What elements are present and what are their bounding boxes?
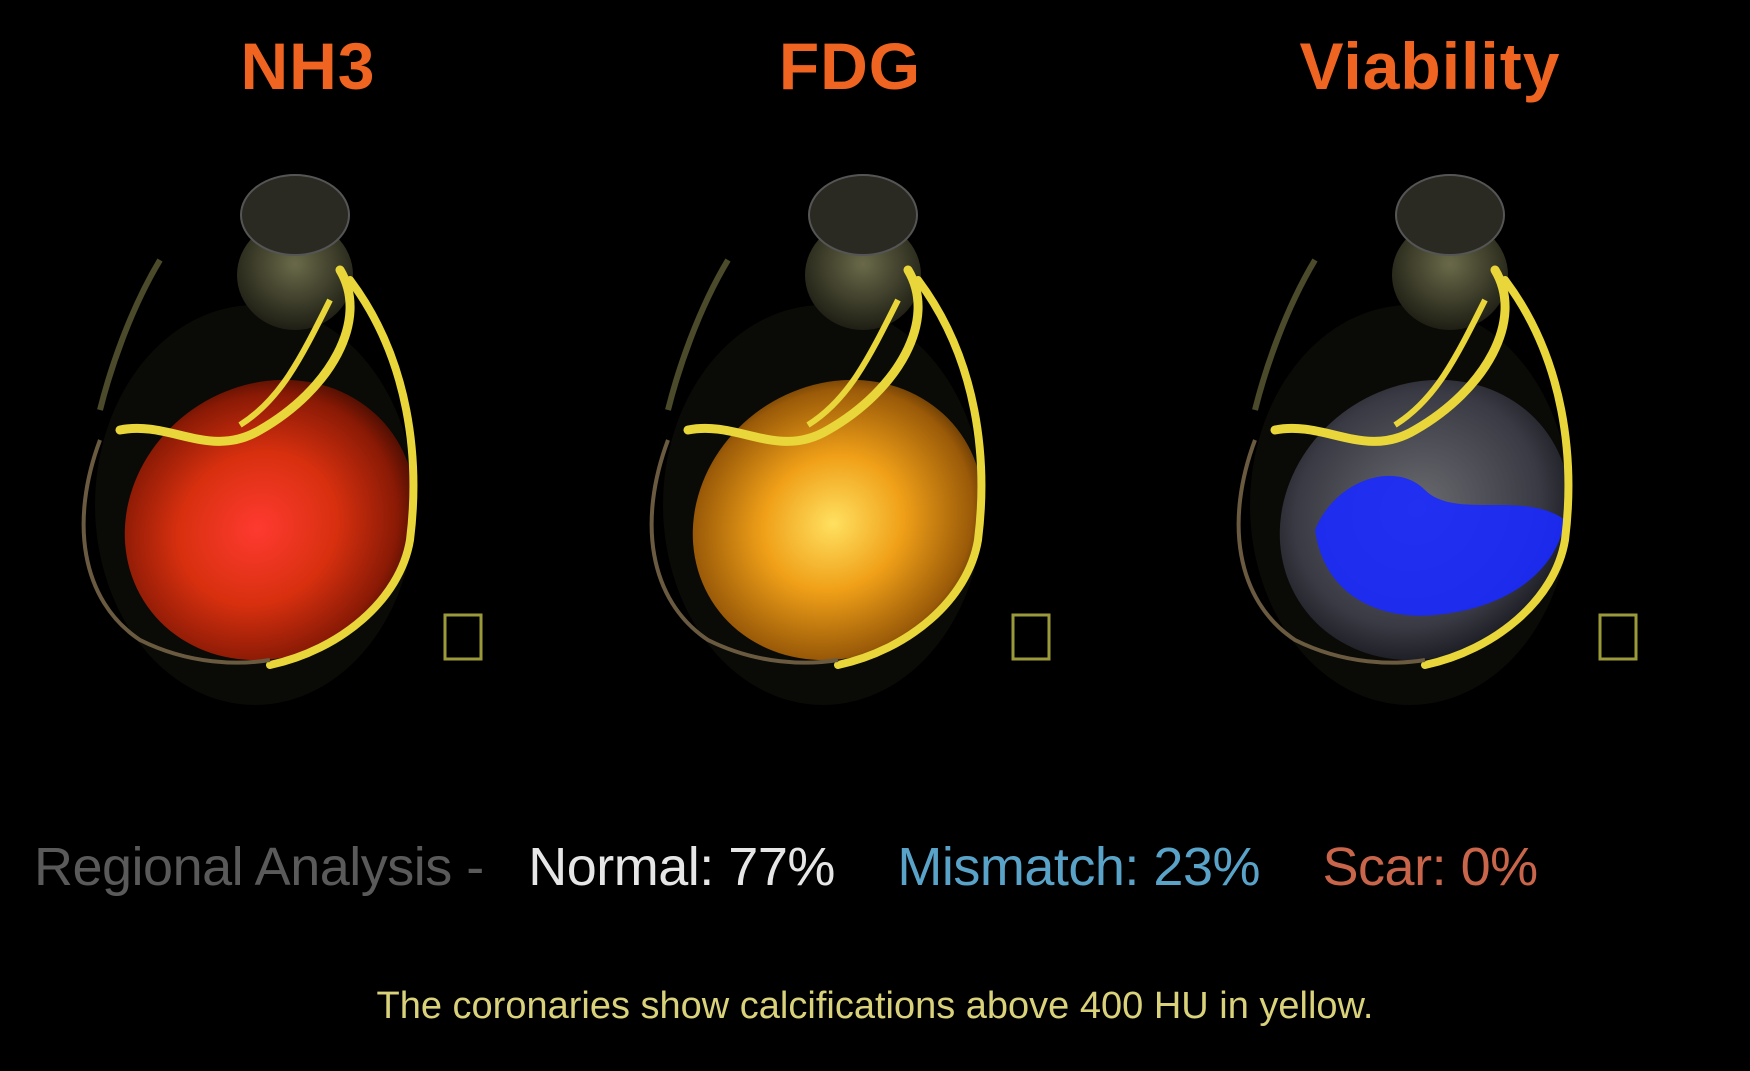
orientation-cube-icon [443,613,483,661]
regional-analysis-label: Regional Analysis - [34,837,484,897]
scar-percentage: Scar: 0% [1322,837,1539,897]
viability-title: Viability [1299,29,1561,103]
normal-percentage: Normal: 77% [528,837,835,897]
orientation-cube-icon [1011,613,1051,661]
mismatch-percentage: Mismatch: 23% [897,837,1261,897]
nh3-heart-render [40,160,600,760]
nh3-title: NH3 [240,29,376,103]
fdg-heart-render [608,160,1168,760]
orientation-cube-icon [1598,613,1638,661]
regional-analysis-row: Regional Analysis - Normal: 77% Mismatch… [34,836,1538,898]
caption: The coronaries show calcifications above… [376,985,1374,1027]
viability-heart-render [1195,160,1750,760]
fdg-title: FDG [778,29,922,103]
